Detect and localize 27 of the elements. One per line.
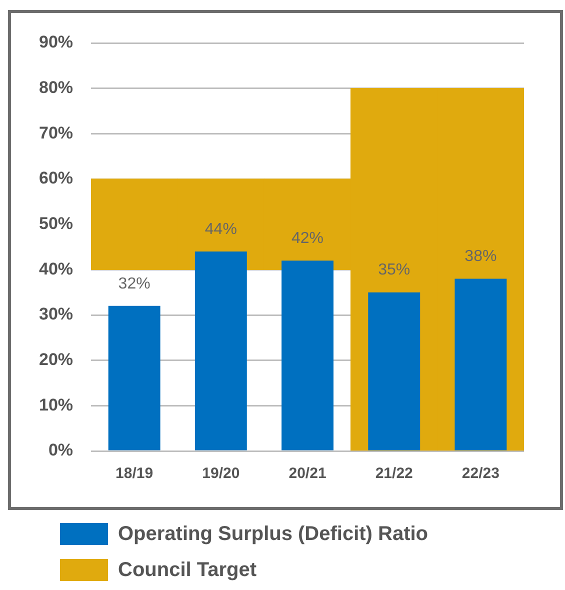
y-tick-label: 30% <box>38 304 74 324</box>
x-tick-label: 22/23 <box>462 465 500 482</box>
data-label: 44% <box>204 220 237 238</box>
x-tick-label: 21/22 <box>375 465 413 482</box>
bar <box>194 252 247 450</box>
y-tick-label: 80% <box>38 78 74 98</box>
x-tick-label: 19/20 <box>202 465 240 482</box>
y-tick-label: 50% <box>38 214 74 234</box>
data-label: 42% <box>291 230 324 248</box>
bar <box>282 260 334 450</box>
data-label: 35% <box>378 262 410 279</box>
bar <box>454 278 507 450</box>
y-tick-label: 0% <box>48 440 74 460</box>
y-tick-label: 20% <box>38 350 74 370</box>
y-tick-label: 70% <box>38 123 74 142</box>
x-tick-label: 20/21 <box>288 465 326 482</box>
legend-label: Council Target <box>118 558 257 582</box>
y-tick-label: 60% <box>38 168 74 188</box>
bar <box>108 306 160 450</box>
data-label: 32% <box>118 275 150 292</box>
data-label: 38% <box>464 248 497 266</box>
y-tick-label: 40% <box>38 259 74 278</box>
y-tick-label: 10% <box>38 395 74 414</box>
legend-label: Operating Surplus (Deficit) Ratio <box>118 522 428 546</box>
bar <box>368 292 420 450</box>
y-tick-label: 90% <box>38 32 74 52</box>
x-tick-label: 18/19 <box>116 465 154 482</box>
